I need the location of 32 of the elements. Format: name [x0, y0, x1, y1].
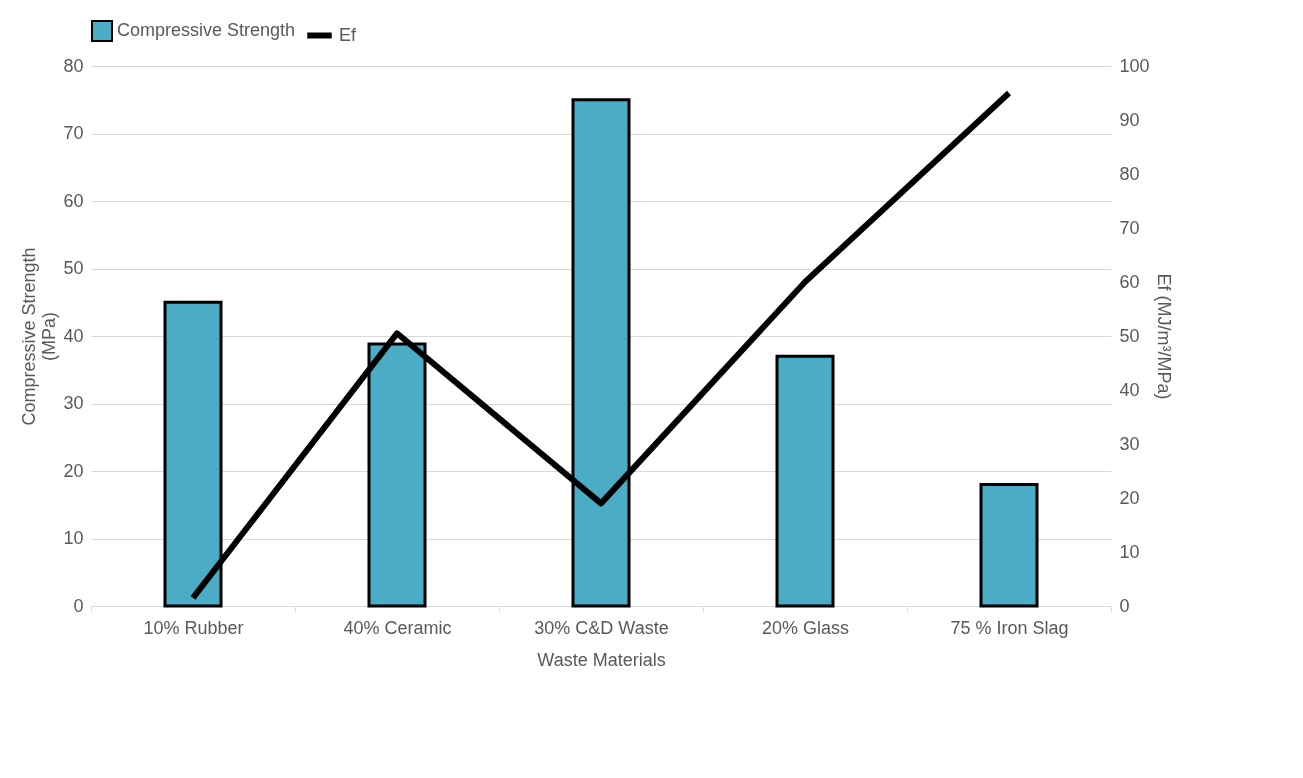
x-tick-label: 75 % Iron Slag: [950, 617, 1069, 638]
legend-label: Compressive Strength: [117, 20, 296, 40]
y2-tick-label: 50: [1119, 325, 1140, 346]
y-tick-label: 40: [63, 325, 84, 346]
y-tick-label: 50: [63, 258, 84, 278]
y2-tick-label: 10: [1119, 541, 1140, 562]
y-tick-label: 70: [63, 123, 84, 143]
y-tick-label: 80: [63, 55, 84, 76]
y2-tick-label: 70: [1119, 217, 1140, 238]
bar: [775, 354, 835, 608]
y-tick-label: 0: [73, 595, 84, 616]
y2-tick-label: 40: [1119, 379, 1140, 400]
y-tick-label: 60: [63, 190, 84, 211]
y2-tick-label: 80: [1119, 163, 1140, 184]
x-tick-label: 10% Rubber: [143, 617, 244, 638]
y2-tick-label: 0: [1119, 595, 1130, 616]
y-axis-title: Compressive Strength (MPa): [19, 247, 60, 426]
y2-tick-label: 20: [1119, 487, 1140, 508]
y2-tick-label: 90: [1119, 109, 1140, 130]
x-tick-label: 20% Glass: [761, 617, 850, 638]
y2-tick-label: 30: [1119, 433, 1140, 454]
y-tick-label: 30: [63, 393, 84, 413]
legend-label: Ef: [339, 24, 358, 45]
y2-tick-label: 100: [1119, 55, 1150, 76]
y2-axis-title: Ef (MJ/m³/MPa): [1153, 273, 1174, 400]
y-tick-label: 20: [63, 460, 84, 481]
y2-tick-label: 60: [1119, 271, 1140, 292]
y-tick-label: 10: [63, 528, 84, 548]
bar: [979, 483, 1039, 608]
x-axis-title: Waste Materials: [537, 649, 666, 670]
x-tick-label: 30% C&D Waste: [534, 617, 669, 638]
x-tick-label: 40% Ceramic: [343, 617, 452, 638]
